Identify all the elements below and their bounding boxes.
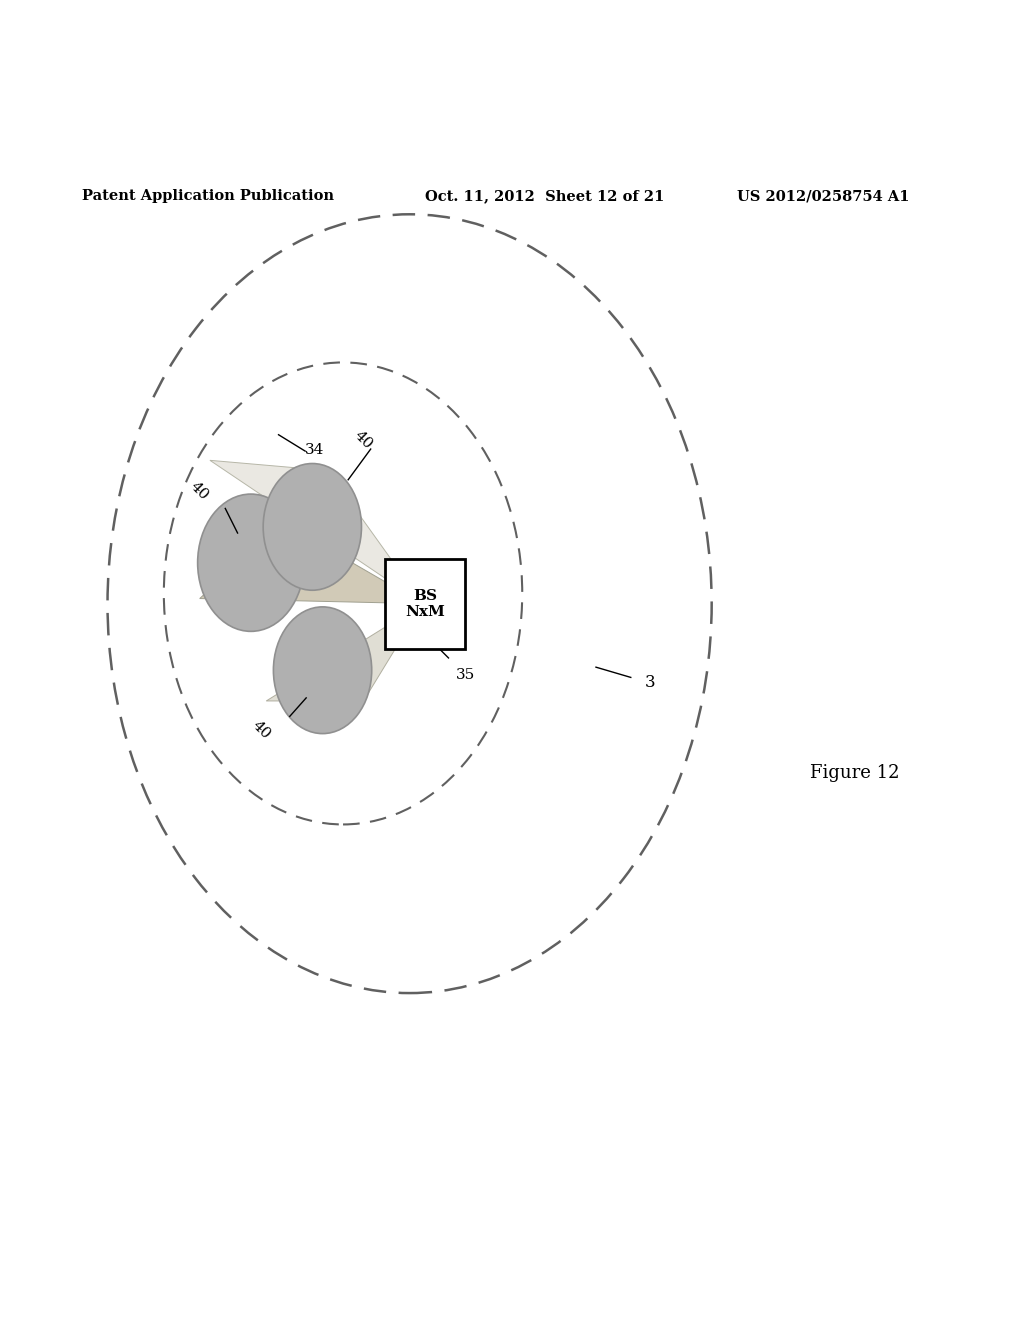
Text: Patent Application Publication: Patent Application Publication — [82, 189, 334, 203]
Ellipse shape — [263, 463, 361, 590]
FancyBboxPatch shape — [385, 558, 465, 648]
Text: 34: 34 — [305, 444, 325, 457]
Text: 35: 35 — [456, 668, 475, 682]
Text: BS
NxM: BS NxM — [406, 589, 444, 619]
Polygon shape — [266, 603, 423, 701]
Ellipse shape — [198, 494, 304, 631]
Text: Figure 12: Figure 12 — [810, 764, 900, 781]
Ellipse shape — [273, 607, 372, 734]
Polygon shape — [200, 521, 423, 603]
Text: Oct. 11, 2012  Sheet 12 of 21: Oct. 11, 2012 Sheet 12 of 21 — [425, 189, 665, 203]
Text: 40: 40 — [249, 718, 273, 742]
Polygon shape — [210, 461, 423, 603]
Text: 40: 40 — [187, 479, 212, 503]
Text: 40: 40 — [351, 428, 376, 451]
Text: 3: 3 — [645, 675, 655, 692]
Text: US 2012/0258754 A1: US 2012/0258754 A1 — [737, 189, 909, 203]
